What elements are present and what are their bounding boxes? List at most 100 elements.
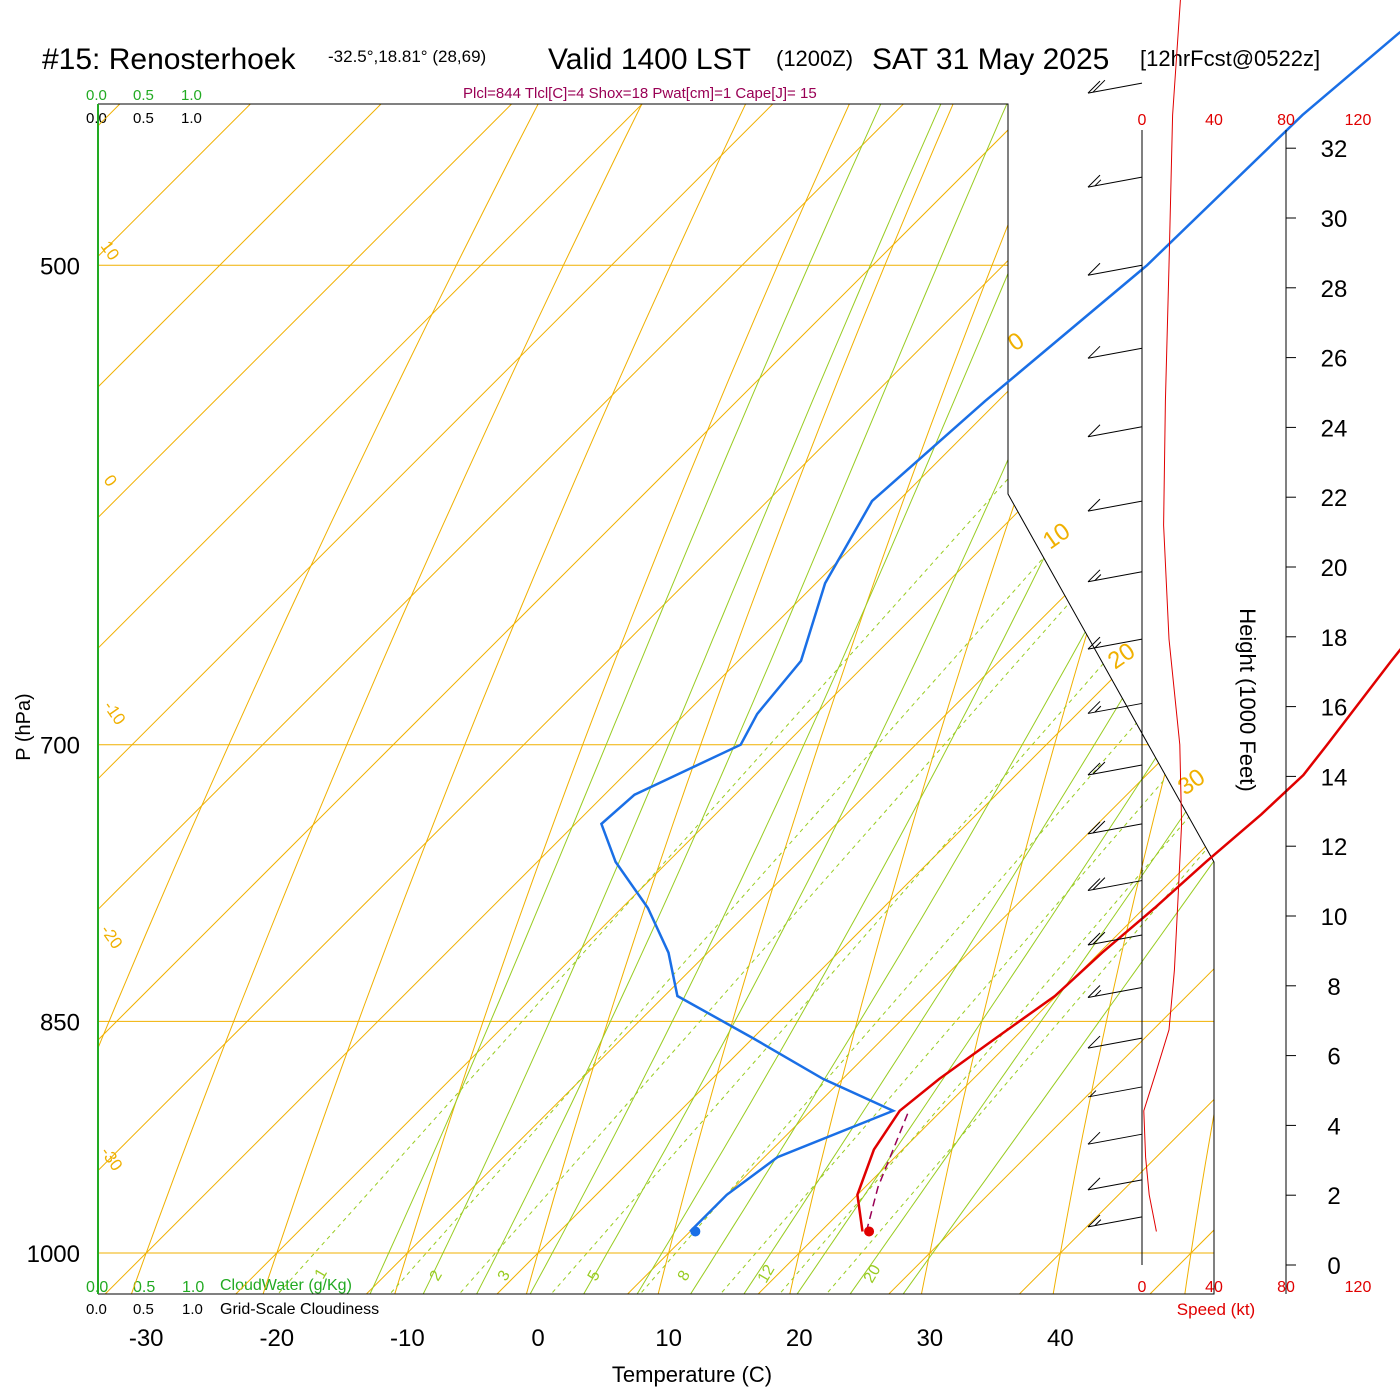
moist-adiabat xyxy=(820,104,1214,1294)
wind-barb-flag xyxy=(1087,985,1101,998)
pressure-label-1000: 1000 xyxy=(27,1241,80,1268)
wind-barb-flag xyxy=(1092,877,1106,890)
wind-barb-flag xyxy=(1092,761,1106,775)
wind-barb-staff xyxy=(1087,1179,1143,1191)
speed-ticks-bottom: 0 40 80 120 xyxy=(1138,1279,1372,1296)
wind-barb xyxy=(1087,701,1143,714)
isotherm-line xyxy=(98,104,1136,1294)
speed-tick-0-bottom: 0 xyxy=(1138,1279,1147,1296)
wind-barb-flag xyxy=(1087,345,1101,359)
height-tick-30: 30 xyxy=(1321,206,1348,233)
height-tick-26: 26 xyxy=(1321,346,1348,373)
wind-barb-flag xyxy=(1087,932,1101,946)
wind-barb xyxy=(1087,636,1143,650)
speed-tick-40-bottom: 40 xyxy=(1205,1279,1223,1296)
wind-barb xyxy=(1087,1177,1143,1191)
wind-barb-flag xyxy=(1087,262,1101,276)
station-coords: -32.5°,18.81° (28,69) xyxy=(328,47,486,66)
dry-adiabat xyxy=(98,104,1031,1294)
wind-barb-flag xyxy=(1087,1035,1101,1049)
height-tick-24: 24 xyxy=(1321,415,1348,442)
dry-adiabat xyxy=(1178,104,1214,1294)
y-axis-label: P (hPa) xyxy=(13,693,35,760)
isotherm-label-30-right: 30 xyxy=(1173,763,1210,800)
isotherm-line xyxy=(337,104,1214,1294)
plot-frame xyxy=(97,103,1215,1295)
wind-barb-staff xyxy=(1087,986,1143,998)
height-tick-16: 16 xyxy=(1321,695,1348,722)
isotherm-line xyxy=(98,104,1214,1294)
wind-barb-half-flag xyxy=(1094,989,1102,997)
pressure-label-850: 850 xyxy=(40,1009,80,1036)
valid-time: Valid 1400 LST xyxy=(548,43,751,76)
cloud-water-tick-2-bottom: 1.0 xyxy=(182,1279,204,1296)
pressure-label-500: 500 xyxy=(40,253,80,280)
cloudiness-tick-0: 0.0 xyxy=(86,110,107,127)
isotherm-label-10-left: 10 xyxy=(97,237,123,263)
temperature-tick--20: -20 xyxy=(259,1325,294,1352)
wind-barb xyxy=(1087,174,1143,188)
cloud-water-tick-0: 0.0 xyxy=(86,87,107,104)
isotherm-line xyxy=(98,104,1005,1294)
mixing-ratio-label-20: 20 xyxy=(861,1262,885,1286)
speed-ticks-top: 0 40 80 120 xyxy=(1138,112,1372,129)
mixing-ratio-line xyxy=(364,104,1214,1294)
height-tick-2: 2 xyxy=(1327,1183,1340,1210)
wind-barb-staff xyxy=(1087,426,1143,438)
cloud-water-tick-2: 1.0 xyxy=(181,87,202,104)
height-tick-4: 4 xyxy=(1327,1113,1340,1140)
wind-barb xyxy=(1087,1035,1143,1049)
wind-barb-half-flag xyxy=(1094,705,1102,713)
dry-adiabat xyxy=(248,104,1204,1294)
wind-barb-flag xyxy=(1087,762,1101,776)
wind-barb-staff xyxy=(1087,764,1143,776)
wind-barb xyxy=(1087,569,1143,583)
cloud-scale-top: 0.0 0.5 1.0 0.0 0.5 1.0 xyxy=(86,87,202,127)
wind-barb xyxy=(1087,1214,1143,1228)
isotherm-line xyxy=(598,104,1214,1294)
wind-barb-flag xyxy=(1087,498,1101,512)
wind-barb xyxy=(1087,931,1143,946)
cloudiness-tick-1-bottom: 0.5 xyxy=(133,1301,154,1318)
wind-barb-flag xyxy=(1087,1131,1101,1145)
moist-adiabat xyxy=(350,104,1214,1294)
speed-tick-80-top: 80 xyxy=(1277,112,1295,129)
isotherm-line xyxy=(98,104,483,1294)
height-tick-0: 0 xyxy=(1327,1253,1340,1280)
speed-tick-120-bottom: 120 xyxy=(1345,1279,1372,1296)
wind-barb xyxy=(1087,1131,1143,1145)
temperature-tick-10: 10 xyxy=(655,1325,682,1352)
wind-barb-staff xyxy=(1087,500,1143,512)
height-tick-20: 20 xyxy=(1321,555,1348,582)
stability-indices: Plcl=844 Tlcl[C]=4 Shox=18 Pwat[cm]=1 Ca… xyxy=(463,85,817,102)
wind-barb-half-flag xyxy=(1094,1219,1102,1227)
height-tick-12: 12 xyxy=(1321,834,1348,861)
cloudiness-tick-1: 0.5 xyxy=(133,110,154,127)
isotherm-line xyxy=(98,104,613,1294)
wind-barb-staff xyxy=(1087,638,1143,650)
isotherm-label-0-right: 0 xyxy=(1003,327,1029,357)
parcel-line xyxy=(865,1110,910,1232)
isotherm-line xyxy=(98,104,1214,1294)
wind-barb-flag xyxy=(1087,1177,1101,1191)
mixing-ratio-line xyxy=(433,104,1214,1294)
wind-barb-staff xyxy=(1087,1037,1143,1049)
wind-barb xyxy=(1087,1086,1143,1098)
moist-adiabat xyxy=(872,104,1214,1294)
temperature-tick--30: -30 xyxy=(129,1325,164,1352)
isotherm-line xyxy=(98,104,1214,1294)
wind-barb xyxy=(1087,877,1143,892)
dry-adiabat xyxy=(514,104,1214,1294)
wind-barb-half-flag xyxy=(1094,574,1102,581)
speed-line xyxy=(1143,0,1183,1232)
height-tick-14: 14 xyxy=(1321,764,1348,791)
isotherm-line xyxy=(98,104,744,1294)
wind-barb-staff xyxy=(1087,264,1143,276)
wind-barb xyxy=(1087,498,1143,512)
wind-barb xyxy=(1087,79,1143,94)
wind-barb xyxy=(1087,345,1143,359)
isotherm-line xyxy=(98,104,1214,1294)
isotherm-line xyxy=(98,104,1214,1294)
height-tick-6: 6 xyxy=(1327,1044,1340,1071)
